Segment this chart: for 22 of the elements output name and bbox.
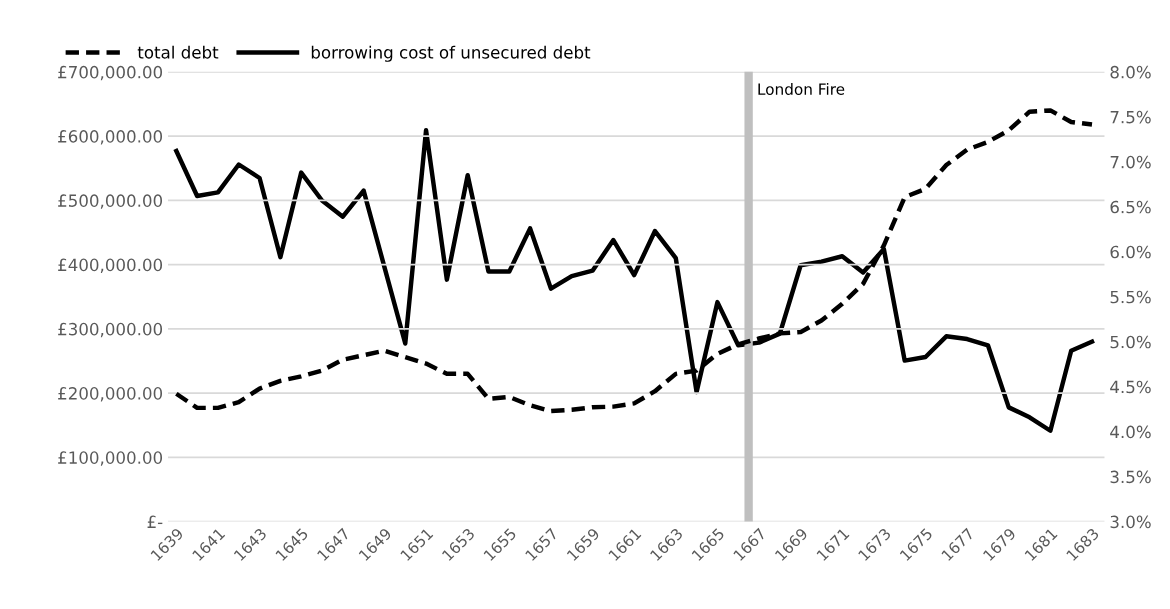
y2-tick-label: 8.0% xyxy=(1110,65,1151,79)
y2-tick-label: 5.0% xyxy=(1110,335,1151,349)
y2-tick-label: 6.0% xyxy=(1110,245,1151,259)
y-tick-label: £400,000.00 xyxy=(58,258,163,273)
y-tick-label: £100,000.00 xyxy=(58,451,163,466)
y2-tick-label: 4.0% xyxy=(1110,425,1151,439)
y2-tick-label: 3.5% xyxy=(1110,470,1151,484)
y-tick-label: £700,000.00 xyxy=(58,65,163,81)
y2-tick-label: 6.5% xyxy=(1110,200,1151,214)
y2-tick-label: 7.5% xyxy=(1110,110,1151,124)
y2-tick-label: 3.0% xyxy=(1110,515,1151,529)
y-tick-label: £500,000.00 xyxy=(58,194,163,209)
y-tick-label: £300,000.00 xyxy=(58,322,163,338)
y-tick-label: £200,000.00 xyxy=(58,387,163,402)
legend-label: total debt xyxy=(137,45,219,59)
y-tick-label: £- xyxy=(147,515,163,528)
y2-tick-label: 5.5% xyxy=(1110,290,1151,304)
y-tick-label: £600,000.00 xyxy=(58,130,163,145)
ref-line-label: London Fire xyxy=(758,83,845,95)
y2-tick-label: 7.0% xyxy=(1110,155,1151,169)
legend-label: borrowing cost of unsecured debt xyxy=(311,45,591,62)
y2-tick-label: 4.5% xyxy=(1110,380,1151,394)
